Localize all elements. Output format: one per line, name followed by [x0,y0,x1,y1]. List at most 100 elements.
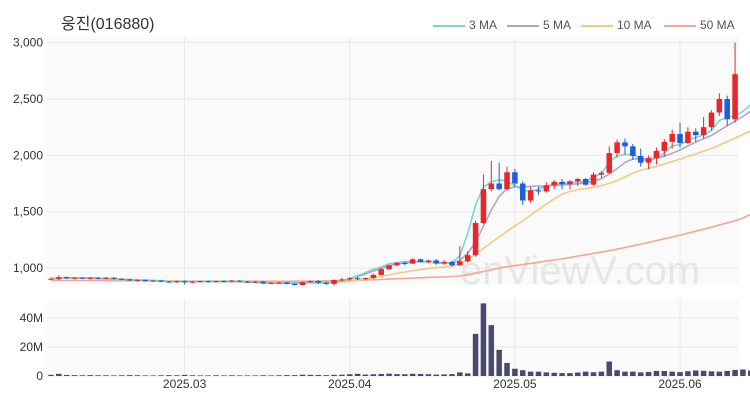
candle-body [449,261,455,266]
candle-body [213,281,219,283]
candle-body [331,279,337,284]
volume-bar [134,375,141,376]
volume-tick-label: 20M [20,340,43,354]
volume-bar [346,374,353,376]
volume-bar [118,375,125,376]
volume-bar [622,371,628,376]
candle-body [504,172,510,190]
candle-body [622,142,628,147]
volume-bar [582,371,589,376]
volume-bar [213,375,219,376]
candle-body [315,281,322,283]
volume-bar [724,370,730,376]
volume-bar [457,372,463,376]
volume-bar [79,375,86,376]
volume-bar [63,374,70,376]
volume-bar [284,375,290,376]
candle-body [582,179,589,185]
candle-body [134,279,141,281]
candle-body [354,278,361,280]
volume-bar [339,374,345,376]
volume-bar [362,374,369,376]
candle-body [79,277,86,279]
candle-body [677,133,683,143]
candle-body [716,99,723,113]
volume-bar [386,373,392,376]
legend-swatch-10ma [581,24,613,27]
volume-bar [323,375,329,376]
candle-body [394,263,400,266]
candle-body [181,281,188,283]
volume-bar [677,372,683,376]
volume-bar [111,375,117,376]
volume-bar [71,375,78,376]
volume-bar [590,372,597,376]
legend-swatch-3ma [433,24,465,27]
volume-bar [692,370,699,376]
candle-body [692,131,699,136]
legend-swatch-5ma [507,24,539,27]
volume-bar [158,375,164,376]
volume-bar [685,371,691,376]
candle-body [457,261,463,266]
volume-bar [504,362,510,376]
volume-bar [614,370,620,376]
candle-body [417,259,424,262]
volume-bar [252,375,259,376]
volume-bar [708,371,715,376]
volume-bar [700,370,707,376]
volume-bar [181,374,188,376]
volume-bar [354,373,361,376]
volume-bar [567,373,573,376]
candle-body [402,263,408,265]
volume-bar [150,375,156,376]
candle-body [118,278,125,280]
candle-body [700,127,707,136]
volume-bar [543,372,550,376]
price-tick-label: 2,500 [13,92,43,106]
candle-body [323,282,329,284]
candle-body [370,274,377,279]
candle-body [575,179,581,182]
volume-bar [441,374,447,376]
volume-bar [740,369,746,376]
legend-item-10ma: 10 MA [581,18,652,32]
candle-body [126,279,133,281]
volume-bar [378,373,384,376]
candle-body [284,282,290,284]
candle-body [56,277,62,279]
volume-bar [205,375,211,376]
volume-bar [661,371,668,376]
candle-body [142,279,149,282]
candle-body [197,281,204,283]
volume-bar [189,375,196,376]
volume-bar [480,303,487,376]
volume-bar [732,369,738,376]
volume-bar [268,375,274,376]
price-tick-label: 1,000 [13,261,43,275]
candle-body [244,281,251,283]
candle-body [598,172,605,175]
volume-bar [307,374,314,376]
volume-bar [103,375,109,376]
candle-body [362,278,369,280]
candle-body [63,277,70,279]
volume-bar [331,374,337,376]
volume-bar [315,374,322,376]
legend-label-5ma: 5 MA [543,18,572,32]
volume-bar [535,371,542,376]
candle-body [433,260,440,264]
candle-body [425,260,432,262]
candle-body [111,277,117,279]
volume-bar [409,373,416,376]
volume-tick-label: 0 [36,369,43,383]
legend-label-3ma: 3 MA [469,18,498,32]
candle-body [559,181,565,185]
volume-bar [575,372,581,376]
candle-body [669,133,675,142]
chart-title: 웅진(016880) [61,16,155,33]
legend-item-3ma: 3 MA [433,18,497,32]
candle-body [543,185,550,192]
candle-body [535,190,542,192]
